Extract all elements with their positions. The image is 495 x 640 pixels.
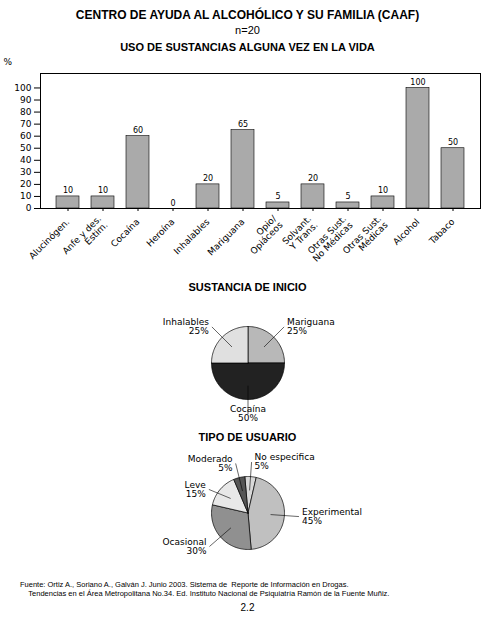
svg-text:20: 20	[20, 179, 32, 189]
svg-text:Inhalables: Inhalables	[171, 216, 212, 257]
svg-text:Moderado5%: Moderado5%	[188, 454, 233, 473]
html-text:Y Trans.: Y Trans.	[287, 219, 320, 252]
svg-text:40: 40	[20, 155, 32, 165]
svg-text:Mariguana25%: Mariguana25%	[287, 317, 335, 336]
svg-text:5: 5	[275, 192, 280, 201]
html-text:n=20: n=20	[235, 24, 260, 36]
svg-text:Mariguana: Mariguana	[206, 217, 247, 258]
svg-text:70: 70	[20, 119, 32, 129]
html-text:2.2: 2.2	[240, 602, 255, 613]
svg-text:50: 50	[448, 138, 458, 147]
svg-text:0: 0	[170, 199, 175, 208]
svg-text:Cocaína: Cocaína	[109, 217, 142, 250]
svg-text:Experimental45%: Experimental45%	[302, 507, 362, 526]
svg-text:60: 60	[133, 126, 143, 135]
svg-text:50: 50	[20, 143, 32, 153]
svg-text:10: 10	[378, 186, 388, 195]
svg-text:10: 10	[20, 191, 32, 201]
svg-text:Tabaco: Tabaco	[427, 216, 457, 246]
svg-text:Inhalables25%: Inhalables25%	[163, 317, 209, 336]
svg-text:100: 100	[14, 83, 31, 93]
html-text:Solvant.: Solvant.	[280, 213, 314, 247]
svg-text:20: 20	[203, 174, 213, 183]
svg-text:Heroína: Heroína	[145, 217, 177, 249]
html-text:SUSTANCIA DE INICIO: SUSTANCIA DE INICIO	[188, 281, 307, 293]
svg-text:Alucinógen.: Alucinógen.	[27, 216, 72, 262]
html-text:Tendencias en el Área Metropol: Tendencias en el Área Metropolitana No.3…	[20, 589, 390, 598]
html-text:USO DE SUSTANCIAS ALGUNA VEZ E: USO DE SUSTANCIAS ALGUNA VEZ EN LA VIDA	[120, 41, 375, 53]
svg-text:%: %	[4, 57, 13, 67]
svg-text:0: 0	[26, 203, 32, 213]
svg-text:90: 90	[20, 95, 32, 105]
svg-text:65: 65	[238, 120, 248, 129]
svg-text:Opio/Opiáceos: Opio/Opiáceos	[242, 213, 285, 256]
svg-text:10: 10	[63, 186, 73, 195]
svg-text:5: 5	[345, 192, 350, 201]
html-text:TIPO DE USUARIO: TIPO DE USUARIO	[198, 431, 297, 443]
svg-text:Ocasional30%: Ocasional30%	[162, 537, 206, 556]
html-text:Otras Sust.: Otras Sust.	[305, 213, 349, 256]
html-text:No Médicas: No Médicas	[310, 219, 355, 264]
svg-text:Leve15%: Leve15%	[185, 480, 207, 499]
svg-text:80: 80	[20, 107, 32, 117]
svg-text:No especifica5%: No especifica5%	[255, 452, 315, 471]
svg-text:100: 100	[410, 78, 425, 87]
html-text:Fuente: Ortiz A., Soriano A.,: Fuente: Ortiz A., Soriano A., Galván J. …	[20, 580, 349, 589]
svg-text:30: 30	[20, 167, 32, 177]
html-text:CENTRO DE AYUDA AL ALCOHÓLICO: CENTRO DE AYUDA AL ALCOHÓLICO Y SU FAMIL…	[75, 8, 420, 22]
svg-text:Otras Sust.Médicas: Otras Sust.Médicas	[341, 213, 390, 262]
svg-text:Anfe y des.Estim.: Anfe y des.Estim.	[61, 214, 110, 263]
svg-text:20: 20	[308, 174, 318, 183]
svg-text:Alcohol: Alcohol	[391, 217, 421, 247]
svg-text:10: 10	[98, 186, 108, 195]
svg-text:60: 60	[20, 131, 32, 141]
svg-text:Cocaína50%: Cocaína50%	[230, 404, 266, 423]
